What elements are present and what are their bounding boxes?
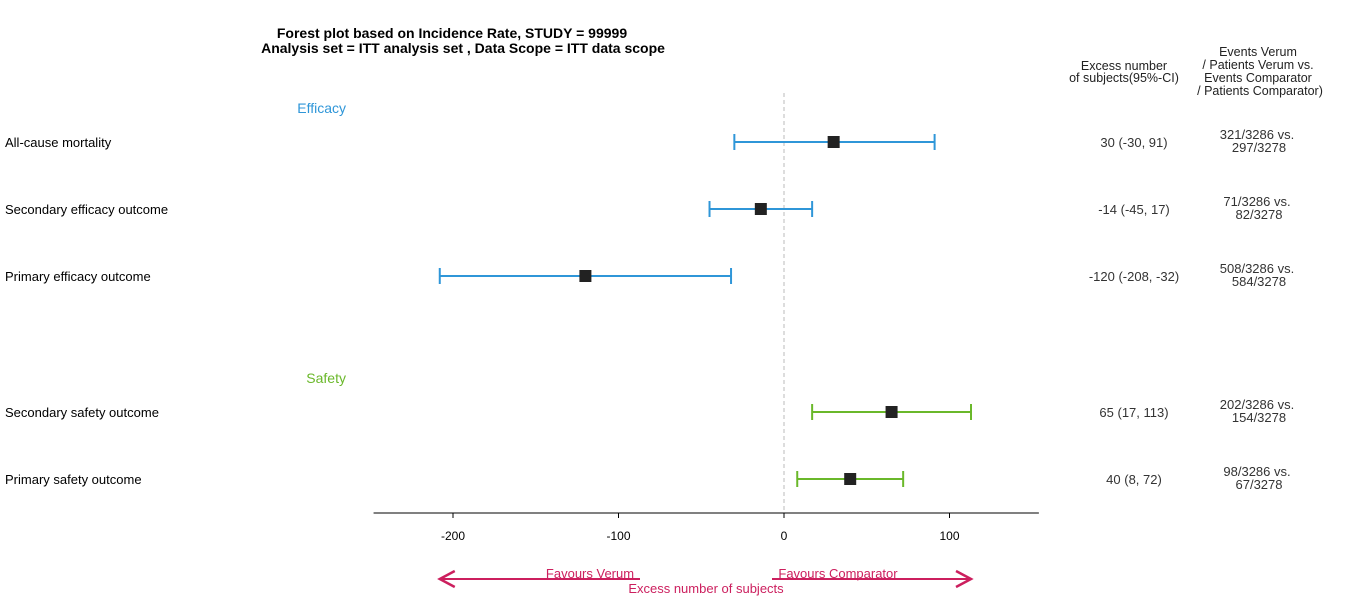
favours-comparator-label: Favours Comparator (778, 566, 898, 581)
events-verum-value: 71/3286 vs. (1223, 194, 1290, 209)
favours-arrow-right-head (955, 569, 974, 589)
point-estimate (754, 203, 767, 215)
favours-verum-label: Favours Verum (546, 566, 634, 581)
events-comparator-value: 154/3278 (1232, 410, 1286, 425)
events-column-header: Events Verum / Patients Verum vs. Events… (1197, 45, 1323, 98)
x-tick-label: -200 (441, 529, 465, 543)
group-label-safety: Safety (306, 370, 346, 386)
x-tick-label: 0 (781, 529, 788, 543)
point-estimate (827, 136, 840, 148)
x-tick-label: 100 (939, 529, 959, 543)
events-header-line-4: / Patients Comparator) (1197, 84, 1323, 98)
events-comparator-value: 297/3278 (1232, 140, 1286, 155)
events-header-line-1: Events Verum (1219, 45, 1297, 59)
point-estimate (885, 406, 898, 418)
estimate-column-header: Excess number of subjects(95%-CI) (1069, 59, 1179, 85)
estimate-header-line-1: Excess number (1081, 59, 1167, 73)
estimate-ci-value: 30 (-30, 91) (1100, 135, 1167, 150)
x-axis-title: Excess number of subjects (628, 581, 784, 596)
x-tick-label: -100 (606, 529, 630, 543)
events-comparator-value: 82/3278 (1236, 207, 1283, 222)
group-label-efficacy: Efficacy (297, 100, 346, 116)
estimate-ci-value: -14 (-45, 17) (1098, 202, 1170, 217)
events-verum-value: 98/3286 vs. (1223, 464, 1290, 479)
row-label: Secondary safety outcome (5, 405, 159, 420)
estimate-ci-value: -120 (-208, -32) (1089, 269, 1179, 284)
estimate-ci-value: 40 (8, 72) (1106, 472, 1162, 487)
events-verum-value: 508/3286 vs. (1220, 261, 1294, 276)
events-verum-value: 202/3286 vs. (1220, 397, 1294, 412)
estimate-ci-value: 65 (17, 113) (1099, 405, 1168, 420)
point-estimate (844, 473, 857, 485)
point-estimate (579, 270, 592, 282)
events-comparator-value: 584/3278 (1232, 274, 1286, 289)
favours-arrow-left-head (437, 569, 456, 589)
chart-subtitle: Analysis set = ITT analysis set , Data S… (261, 40, 665, 56)
row-label: Primary efficacy outcome (5, 269, 151, 284)
row-label: Primary safety outcome (5, 472, 142, 487)
chart-title: Forest plot based on Incidence Rate, STU… (277, 25, 627, 41)
plot-area: -200 -100 0 100 Efficacy All-cause mortality 3… (5, 93, 1294, 596)
events-verum-value: 321/3286 vs. (1220, 127, 1294, 142)
row-label: Secondary efficacy outcome (5, 202, 168, 217)
row-label: All-cause mortality (5, 135, 112, 150)
events-header-line-2: / Patients Verum vs. (1202, 58, 1313, 72)
events-header-line-3: Events Comparator (1204, 71, 1312, 85)
estimate-header-line-2: of subjects(95%-CI) (1069, 71, 1179, 85)
events-comparator-value: 67/3278 (1236, 477, 1283, 492)
